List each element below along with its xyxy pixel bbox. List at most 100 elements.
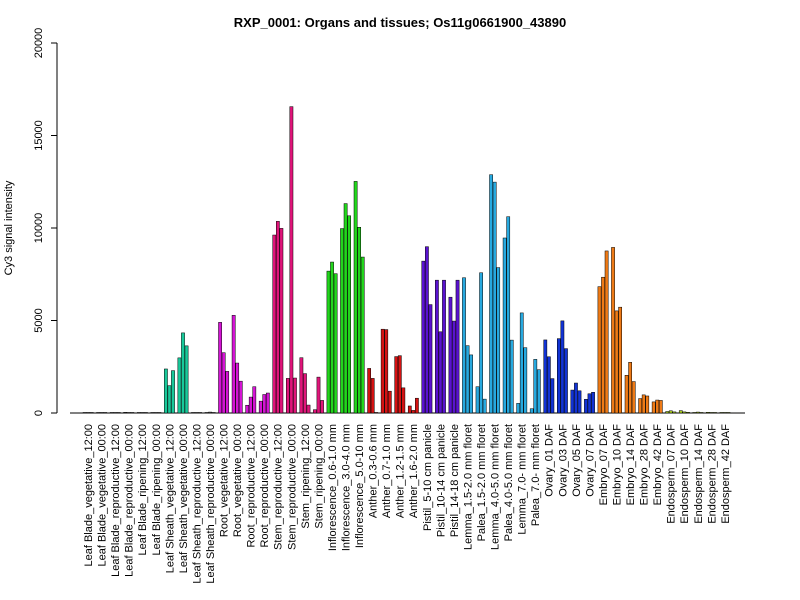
bar bbox=[638, 398, 642, 414]
bar bbox=[397, 355, 402, 414]
bar bbox=[181, 332, 185, 414]
bar bbox=[218, 322, 222, 414]
bar bbox=[713, 412, 717, 414]
bar bbox=[411, 410, 416, 414]
bar bbox=[645, 395, 650, 414]
y-tick-label: 20000 bbox=[33, 28, 45, 59]
bar bbox=[452, 320, 456, 414]
bar bbox=[465, 345, 470, 414]
bar bbox=[150, 412, 155, 414]
x-tick-label: Leaf Blade_vegetative_00:00 bbox=[97, 424, 109, 567]
bar bbox=[357, 227, 361, 414]
bar bbox=[496, 267, 501, 414]
y-tick-label: 15000 bbox=[33, 120, 45, 151]
bar bbox=[584, 399, 588, 414]
bar bbox=[140, 412, 145, 414]
x-tick-label: Embryo_42 DAF bbox=[652, 424, 664, 506]
bar bbox=[479, 272, 483, 414]
bar bbox=[719, 412, 724, 414]
bar bbox=[564, 348, 568, 414]
bar bbox=[245, 404, 250, 414]
bar bbox=[624, 375, 629, 414]
bar bbox=[313, 409, 317, 414]
bar bbox=[723, 412, 727, 414]
chart-title: RXP_0001: Organs and tissues; Os11g06619… bbox=[234, 15, 566, 30]
x-tick-label: Root_vegetative_00:00 bbox=[232, 424, 244, 537]
bar bbox=[262, 394, 267, 414]
bar bbox=[194, 412, 199, 414]
x-tick-label: Lemma_1.5-2.0 mm floret bbox=[462, 424, 474, 550]
x-tick-label: Stem_ripening_12:00 bbox=[300, 424, 312, 529]
bar bbox=[198, 412, 202, 414]
x-tick-label: Pistil_10-14 cm panicle bbox=[435, 424, 447, 537]
x-tick-label: Ovary_03 DAF bbox=[557, 424, 569, 497]
bar bbox=[672, 411, 677, 414]
bar bbox=[286, 378, 290, 414]
bar bbox=[591, 392, 595, 414]
bar bbox=[448, 296, 453, 414]
bar bbox=[96, 412, 101, 414]
bar bbox=[665, 411, 670, 414]
bar bbox=[557, 338, 561, 414]
bar bbox=[330, 261, 334, 414]
x-tick-label: Ovary_05 DAF bbox=[571, 424, 583, 497]
bar bbox=[347, 215, 351, 414]
bar bbox=[682, 411, 687, 414]
bar bbox=[631, 381, 636, 414]
bar bbox=[208, 411, 212, 414]
bar bbox=[421, 260, 426, 414]
bar bbox=[415, 397, 419, 414]
x-tick-label: Embryo_10 DAF bbox=[611, 424, 623, 506]
bar bbox=[523, 347, 528, 414]
bar bbox=[428, 304, 433, 414]
bar bbox=[519, 312, 524, 414]
bar bbox=[475, 386, 480, 414]
bar bbox=[425, 246, 429, 414]
bar bbox=[211, 412, 216, 414]
bar bbox=[469, 354, 473, 414]
bar bbox=[529, 408, 534, 414]
bar bbox=[678, 410, 683, 414]
bar bbox=[506, 216, 511, 414]
bar bbox=[276, 221, 280, 414]
bar bbox=[231, 315, 236, 414]
bar bbox=[167, 385, 172, 414]
bar bbox=[435, 279, 439, 414]
bar bbox=[136, 412, 141, 414]
x-tick-label: Leaf Blade_reproductive_12:00 bbox=[110, 424, 122, 577]
bar bbox=[597, 286, 602, 414]
bar bbox=[651, 401, 656, 414]
bar bbox=[574, 382, 578, 414]
x-tick-label: Inflorescence_0.6-1.0 mm bbox=[327, 424, 339, 551]
x-tick-label: Endosperm_07 DAF bbox=[666, 424, 678, 524]
bar bbox=[248, 396, 253, 414]
bar bbox=[577, 390, 582, 414]
bar bbox=[401, 387, 406, 414]
x-tick-label: Palea_7.0- mm floret bbox=[530, 424, 542, 526]
bar bbox=[394, 356, 399, 414]
bar bbox=[570, 389, 575, 414]
bar bbox=[492, 181, 497, 414]
x-tick-label: Leaf Blade_ripening_12:00 bbox=[137, 424, 149, 556]
bar bbox=[320, 400, 324, 414]
x-tick-label: Ovary_07 DAF bbox=[584, 424, 596, 497]
bar bbox=[387, 390, 392, 414]
x-tick-label: Endosperm_42 DAF bbox=[720, 424, 732, 524]
bar bbox=[516, 403, 521, 414]
bar bbox=[306, 404, 311, 414]
x-tick-label: Palea_4.0-5.0 mm floret bbox=[503, 424, 515, 541]
bar bbox=[353, 181, 358, 414]
bar bbox=[384, 329, 389, 414]
x-tick-label: Endosperm_10 DAF bbox=[679, 424, 691, 524]
bar bbox=[628, 362, 632, 414]
bar bbox=[126, 412, 131, 414]
bar bbox=[509, 339, 514, 414]
x-tick-label: Leaf Blade_vegetative_12:00 bbox=[83, 424, 95, 567]
bar bbox=[560, 320, 565, 414]
x-tick-label: Lemma_7.0- mm floret bbox=[517, 424, 529, 535]
bar bbox=[238, 380, 243, 414]
x-tick-label: Palea_1.5-2.0 mm floret bbox=[476, 424, 488, 541]
x-tick-label: Leaf Sheath_reproductive_00:00 bbox=[205, 424, 217, 584]
y-axis: 0 5000 10000 15000 20000 bbox=[33, 28, 745, 416]
bar bbox=[204, 412, 209, 414]
